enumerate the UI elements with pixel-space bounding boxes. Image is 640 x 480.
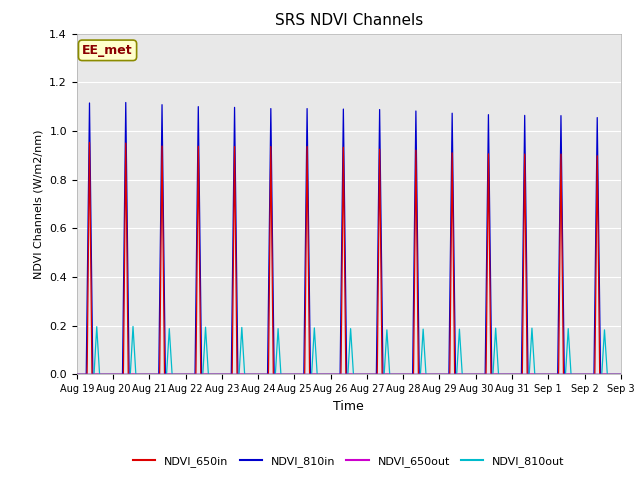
Legend: NDVI_650in, NDVI_810in, NDVI_650out, NDVI_810out: NDVI_650in, NDVI_810in, NDVI_650out, NDV… <box>129 451 569 471</box>
Y-axis label: NDVI Channels (W/m2/nm): NDVI Channels (W/m2/nm) <box>34 129 44 279</box>
X-axis label: Time: Time <box>333 400 364 413</box>
Text: EE_met: EE_met <box>82 44 133 57</box>
Title: SRS NDVI Channels: SRS NDVI Channels <box>275 13 423 28</box>
